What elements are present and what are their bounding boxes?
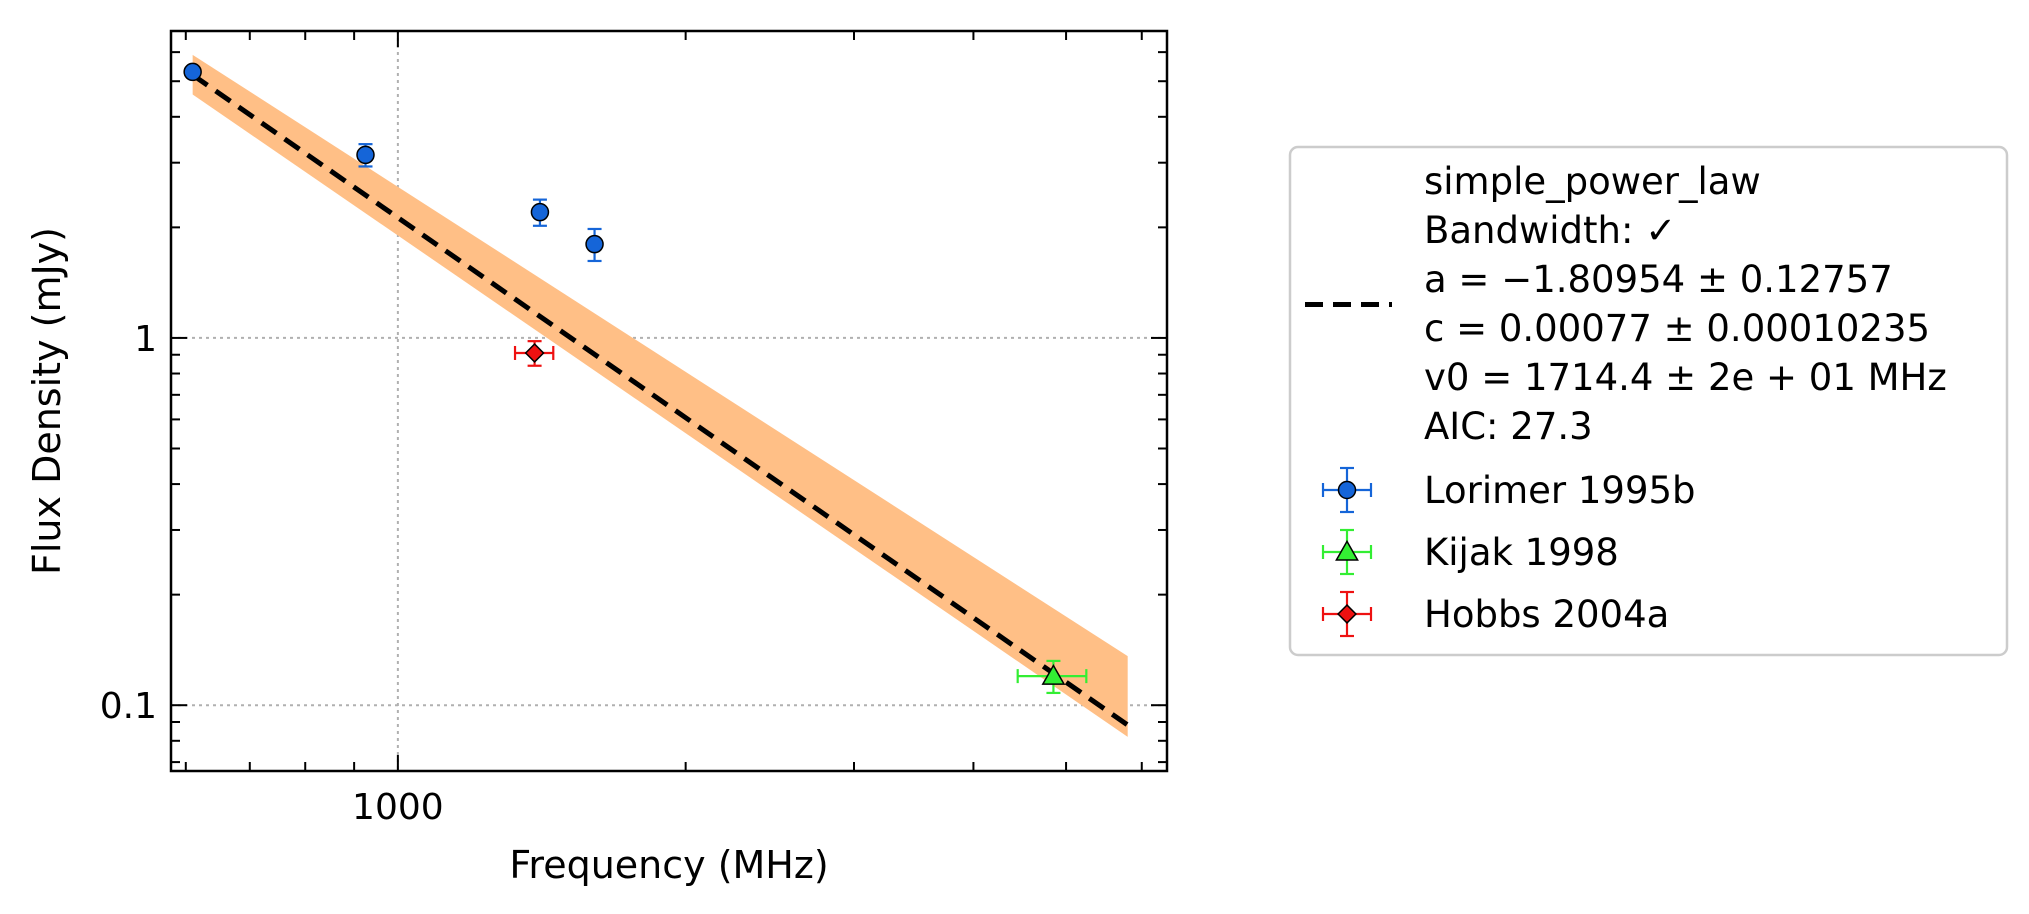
legend-label: Kijak 1998 [1424,531,1619,574]
plot-frame [169,29,1169,773]
data-point [1041,663,1066,685]
legend-fit-text: v0 = 1714.4 ± 2e + 01 MHz [1424,356,1947,399]
x-tick-label: 1000 [352,787,444,828]
legend-fit-text: simple_power_law [1424,160,1761,203]
legend-marker [1337,480,1357,500]
legend-label: Lorimer 1995b [1424,469,1696,512]
axes: 1000 0.1 1 [100,29,1169,828]
data-point [183,62,202,82]
power-law-fit-line [191,72,1130,728]
x-axis-label: Frequency (MHz) [509,843,828,887]
y-tick-label: 1 [134,319,157,360]
legend-entry: Hobbs 2004a [1321,590,1669,638]
legend-marker [1337,604,1357,624]
legend-fit-text: Bandwidth: ✓ [1424,209,1676,252]
data-points [183,62,1088,695]
fit-uncertainty-band [192,54,1128,737]
y-tick-label: 0.1 [100,686,157,727]
axis-labels: Frequency (MHz) Flux Density (mJy) [25,227,829,887]
legend-marker [1335,539,1359,561]
legend-box [1288,145,2009,657]
fit-line [191,72,1130,728]
data-point [356,145,375,165]
legend-entry: Kijak 1998 [1321,528,1619,576]
data-point [530,202,550,222]
fit-band [192,54,1128,737]
series-kijak-1998 [1016,659,1088,695]
series-lorimer-1995b [183,62,604,263]
legend-fit-text: c = 0.00077 ± 0.00010235 [1424,307,1930,350]
legend-label: Hobbs 2004a [1424,593,1669,636]
series-hobbs-2004a [513,340,555,367]
y-axis-label: Flux Density (mJy) [25,227,69,575]
data-point [585,234,604,254]
data-point [524,342,545,363]
legend-fit-text: AIC: 27.3 [1424,405,1593,448]
legend-fit-text: a = −1.80954 ± 0.12757 [1424,258,1893,301]
grid [171,31,1167,771]
legend-entry: Lorimer 1995b [1321,466,1696,514]
legend: simple_power_law Bandwidth: ✓ a = −1.80954… [1288,145,2009,657]
